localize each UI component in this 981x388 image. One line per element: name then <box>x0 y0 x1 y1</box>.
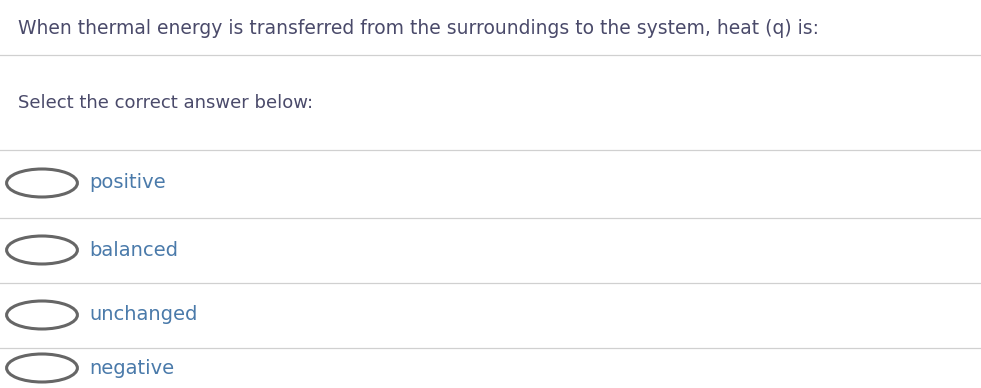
Ellipse shape <box>7 236 77 264</box>
Text: positive: positive <box>89 173 166 192</box>
Text: unchanged: unchanged <box>89 305 198 324</box>
Text: balanced: balanced <box>89 241 179 260</box>
Ellipse shape <box>7 354 77 382</box>
Text: Select the correct answer below:: Select the correct answer below: <box>18 94 313 112</box>
Text: When thermal energy is transferred from the surroundings to the system, heat (q): When thermal energy is transferred from … <box>18 19 819 38</box>
Ellipse shape <box>7 301 77 329</box>
Ellipse shape <box>7 169 77 197</box>
Text: negative: negative <box>89 359 175 378</box>
